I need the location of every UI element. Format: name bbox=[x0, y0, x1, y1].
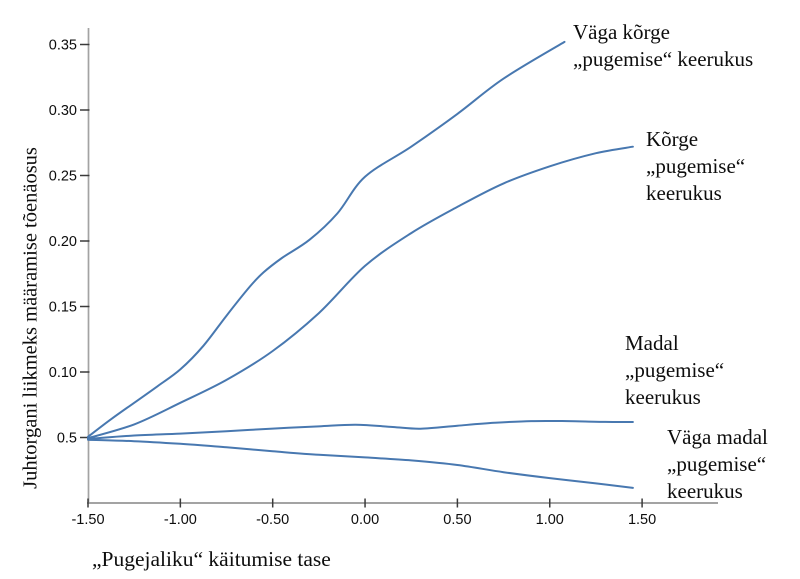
x-tick-label-0-50: -0.50 bbox=[256, 512, 289, 528]
series-line-korge-pugemise-keerukus bbox=[87, 145, 634, 440]
y-tick-label-0-20: 0.20 bbox=[49, 234, 77, 250]
y-tick-label-0-30: 0.30 bbox=[49, 103, 77, 119]
y-tick-label-0-15: 0.15 bbox=[49, 300, 77, 316]
x-axis-title: „Pugejaliku“ käitumise tase bbox=[92, 547, 331, 571]
series-line-vaga-madal-pugemise-keerukus bbox=[87, 438, 634, 489]
series-label-korge-pugemise-keerukus: Kõrge „pugemise“ keerukus bbox=[646, 127, 746, 205]
series-label-madal-pugemise-keerukus: Madal „pugemise“ keerukus bbox=[625, 331, 725, 409]
x-tick-label-1-50: 1.50 bbox=[628, 512, 656, 528]
y-tick-label-0-35: 0.35 bbox=[49, 38, 77, 54]
x-tick-label-0-00: 0.00 bbox=[351, 512, 379, 528]
series-line-madal-pugemise-keerukus bbox=[87, 419, 634, 440]
x-tick-label-1-00: 1.00 bbox=[536, 512, 564, 528]
x-tick-label-1-00: -1.00 bbox=[164, 512, 197, 528]
y-axis-title: Juhtorgani liikmeks määramise tõenäosus bbox=[19, 147, 42, 489]
x-tick-label-1-50: -1.50 bbox=[71, 512, 104, 528]
y-tick-label-0-25: 0.25 bbox=[49, 169, 77, 185]
y-tick-label-0-5: 0.5 bbox=[57, 431, 77, 447]
y-tick-label-0-10: 0.10 bbox=[49, 365, 77, 381]
series-line-vaga-korge-pugemise-keerukus bbox=[87, 40, 566, 438]
series-label-vaga-madal-pugemise-keerukus: Väga madal „pugemise“ keerukus bbox=[667, 425, 768, 503]
series-label-vaga-korge-pugemise-keerukus: Väga kõrge „pugemise“ keerukus bbox=[573, 20, 754, 71]
x-tick-label-0-50: 0.50 bbox=[443, 512, 471, 528]
